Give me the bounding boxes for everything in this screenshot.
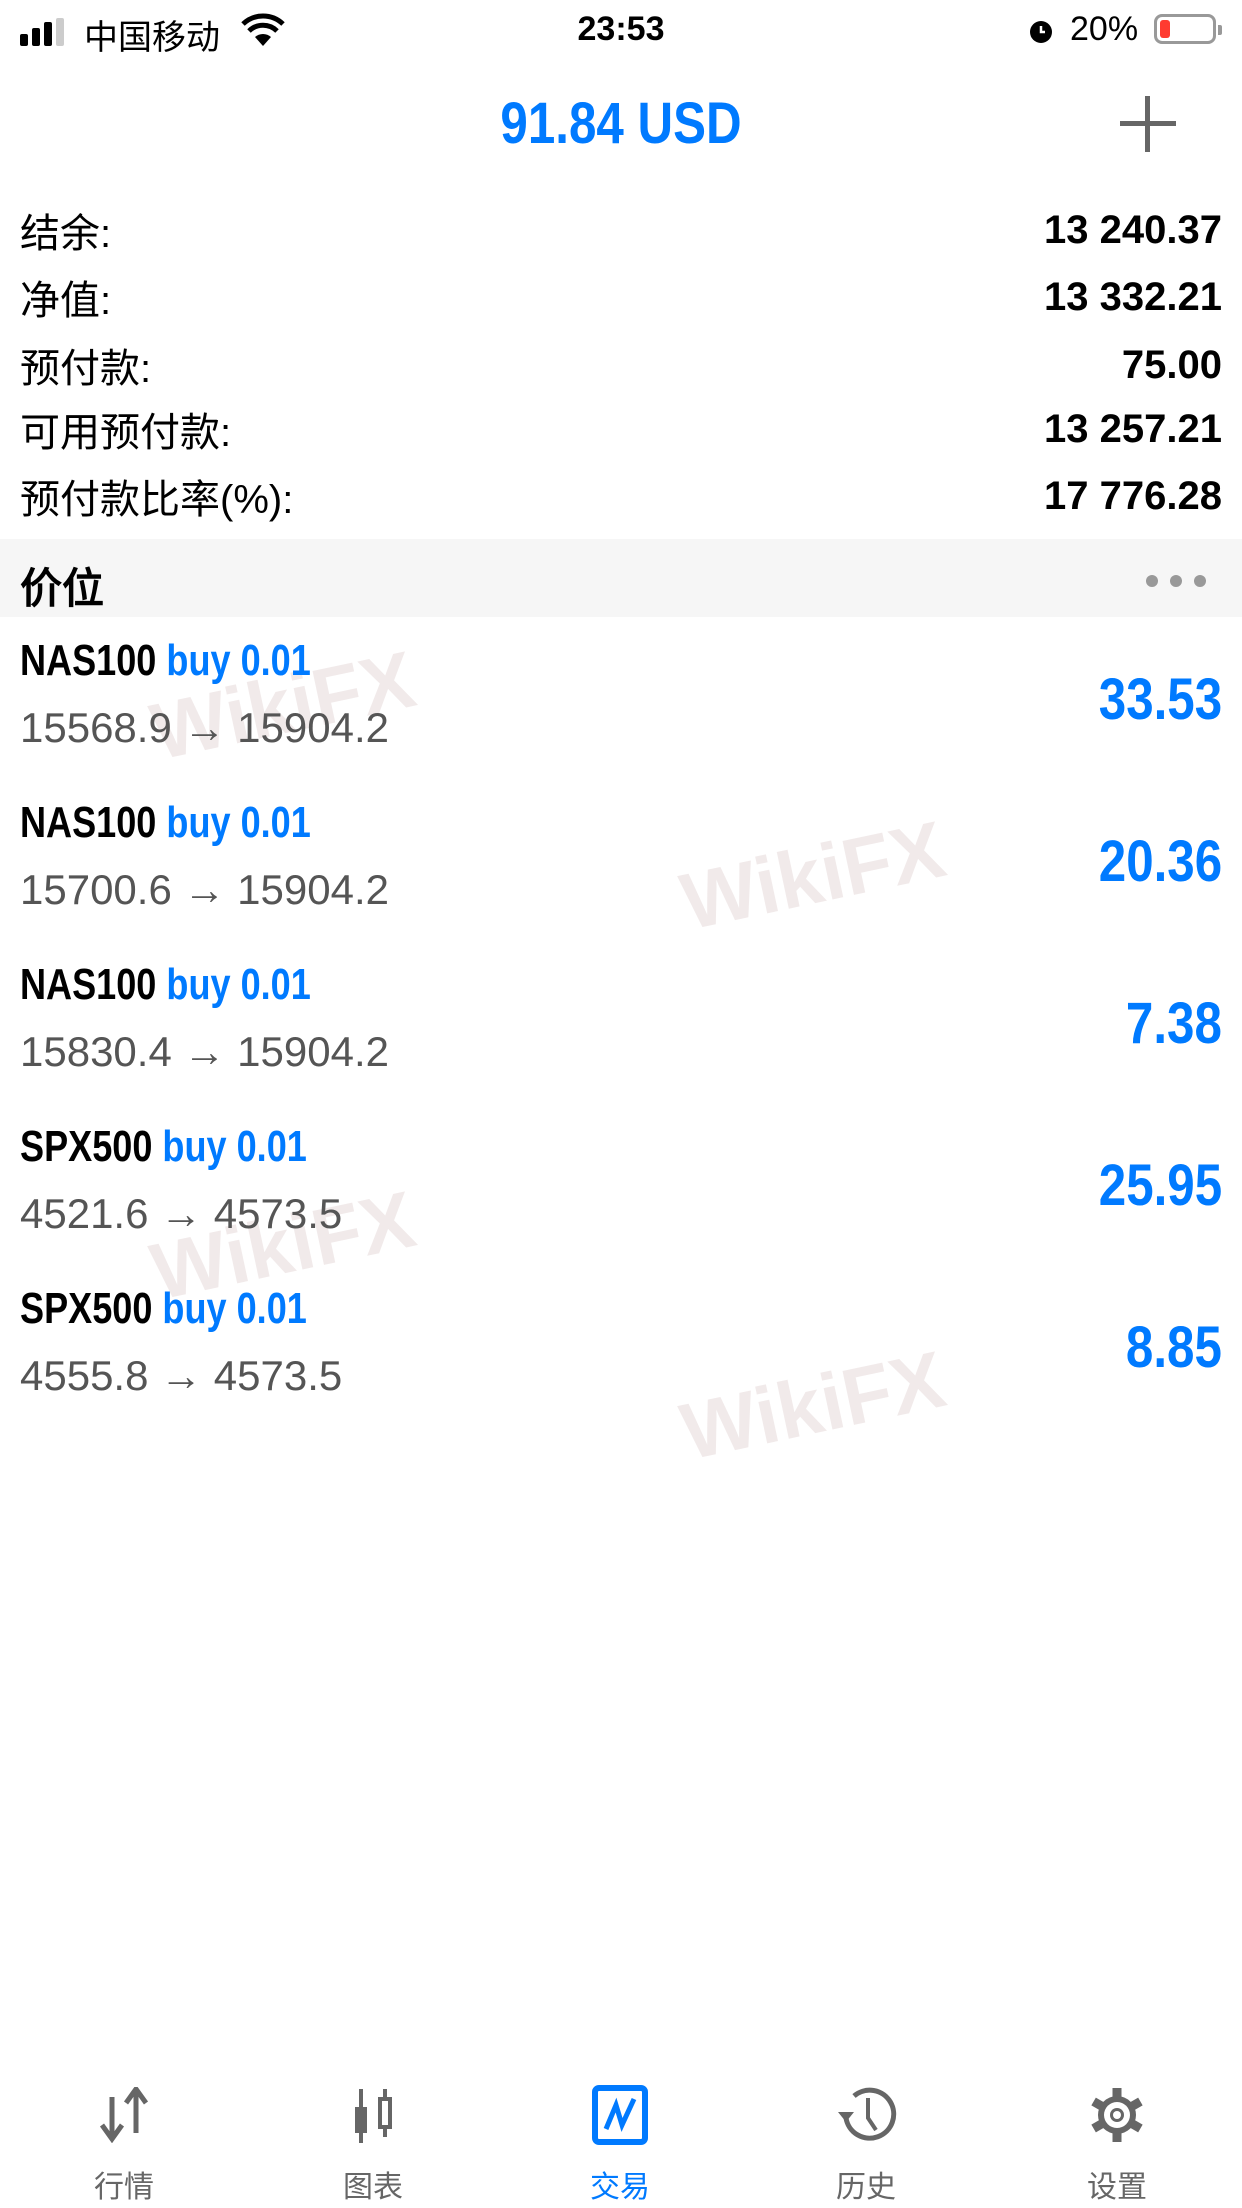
position-type: buy 0.01: [162, 1284, 307, 1333]
tab-label: 交易: [590, 2171, 650, 2204]
positions-section-header: 价位: [0, 539, 1242, 617]
position-profit: 8.85: [1126, 1315, 1222, 1380]
position-symbol: NAS100: [20, 960, 157, 1009]
candlestick-icon: [355, 2089, 392, 2143]
position-prices: 15568.9 → 15904.2: [20, 704, 389, 751]
summary-row-margin: 预付款: 75.00: [20, 332, 1222, 398]
position-profit: 7.38: [1126, 991, 1222, 1056]
position-type: buy 0.01: [162, 1122, 307, 1171]
position-prices: 15700.6 → 15904.2: [20, 866, 389, 913]
battery-percent: 20%: [1070, 10, 1139, 48]
summary-label: 可用预付款:: [20, 411, 232, 455]
tab-settings[interactable]: 设置: [1017, 2080, 1217, 2206]
summary-value: 75.00: [1121, 342, 1222, 387]
tab-charts[interactable]: 图表: [273, 2080, 473, 2206]
summary-value: 13 240.37: [1044, 207, 1222, 252]
clock-time: 23:53: [577, 10, 665, 48]
trade-chart-icon: [592, 2085, 648, 2145]
carrier-label: 中国移动: [84, 19, 220, 57]
alarm-icon: [1030, 21, 1052, 43]
summary-label: 结余:: [20, 212, 112, 256]
tab-label: 图表: [343, 2171, 403, 2204]
summary-label: 预付款:: [20, 347, 152, 391]
position-row[interactable]: SPX500 buy 0.01 4521.6 → 4573.5 25.95: [0, 1122, 1242, 1284]
summary-row-balance: 结余: 13 240.37: [20, 197, 1222, 263]
position-row[interactable]: NAS100 buy 0.01 15568.9 → 15904.2 33.53: [0, 636, 1242, 798]
tab-quotes[interactable]: 行情: [24, 2080, 224, 2206]
history-icon: [838, 2087, 897, 2141]
gear-icon: [1091, 2088, 1143, 2142]
position-prices: 4555.8 → 4573.5: [20, 1352, 343, 1399]
section-title: 价位: [20, 565, 105, 612]
summary-label: 净值:: [20, 279, 112, 323]
position-row[interactable]: NAS100 buy 0.01 15700.6 → 15904.2 20.36: [0, 798, 1242, 960]
position-prices: 4521.6 → 4573.5: [20, 1190, 343, 1237]
summary-row-margin-level: 预付款比率(%): 17 776.28: [20, 463, 1222, 529]
summary-row-equity: 净值: 13 332.21: [20, 264, 1222, 330]
position-type: buy 0.01: [166, 960, 311, 1009]
position-symbol: SPX500: [20, 1284, 153, 1333]
signal-icon: [20, 18, 70, 46]
position-profit: 20.36: [1098, 829, 1222, 894]
position-type: buy 0.01: [166, 636, 311, 685]
summary-label: 预付款比率(%):: [20, 478, 294, 522]
tab-label: 设置: [1087, 2171, 1147, 2204]
tab-label: 行情: [94, 2171, 154, 2204]
position-symbol: SPX500: [20, 1122, 153, 1171]
summary-row-free-margin: 可用预付款: 13 257.21: [20, 396, 1222, 462]
tab-label: 历史: [836, 2171, 896, 2204]
position-symbol: NAS100: [20, 636, 157, 685]
status-bar: 中国移动 23:53 20%: [0, 0, 1242, 62]
wifi-icon: [241, 13, 285, 46]
position-symbol: NAS100: [20, 798, 157, 847]
battery-icon: [1154, 14, 1222, 44]
tab-trade[interactable]: 交易: [520, 2080, 720, 2206]
position-type: buy 0.01: [166, 798, 311, 847]
summary-value: 13 332.21: [1044, 274, 1222, 319]
more-options-icon[interactable]: [1146, 575, 1206, 587]
position-prices: 15830.4 → 15904.2: [20, 1028, 389, 1075]
add-order-button[interactable]: [1120, 96, 1176, 152]
position-profit: 33.53: [1098, 667, 1222, 732]
summary-value: 13 257.21: [1044, 406, 1222, 451]
tab-bar: 行情 图表 交易 历史 设置: [0, 2080, 1242, 2208]
arrows-updown-icon: [99, 2087, 149, 2143]
position-row[interactable]: SPX500 buy 0.01 4555.8 → 4573.5 8.85: [0, 1284, 1242, 1446]
summary-value: 17 776.28: [1044, 473, 1222, 518]
position-row[interactable]: NAS100 buy 0.01 15830.4 → 15904.2 7.38: [0, 960, 1242, 1122]
account-profit-title: 91.84 USD: [500, 91, 742, 156]
position-profit: 25.95: [1098, 1153, 1222, 1218]
tab-history[interactable]: 历史: [766, 2080, 966, 2206]
